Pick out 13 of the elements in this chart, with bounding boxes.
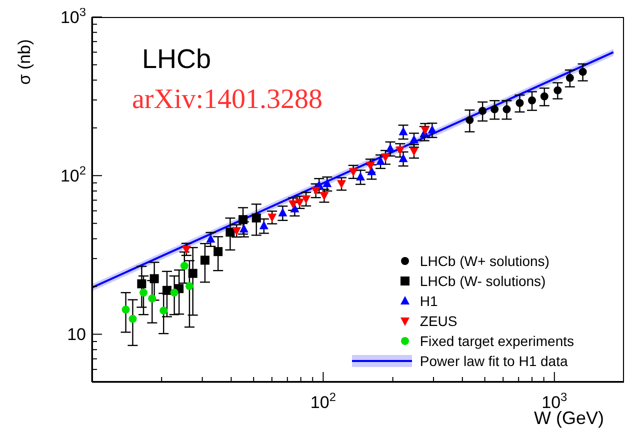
y-tick-label: 10 <box>67 325 86 344</box>
x-axis-title: W (GeV) <box>534 408 604 428</box>
legend-label: LHCb (W- solutions) <box>420 272 546 291</box>
annotation: LHCb <box>142 44 212 75</box>
y-axis-title: σ (nb) <box>15 39 34 85</box>
y-tick-label: 10$^{3}$ <box>60 5 86 27</box>
legend-label: H1 <box>420 292 438 311</box>
legend-label: ZEUS <box>420 312 458 331</box>
y-tick-label: 10$^{2}$ <box>60 164 86 186</box>
legend-label: LHCb (W+ solutions) <box>420 252 550 271</box>
annotation: arXiv:1401.3288 <box>132 84 323 116</box>
legend-label: Power law fit to H1 data <box>420 352 568 371</box>
legend-label: Fixed target experiments <box>420 332 574 351</box>
